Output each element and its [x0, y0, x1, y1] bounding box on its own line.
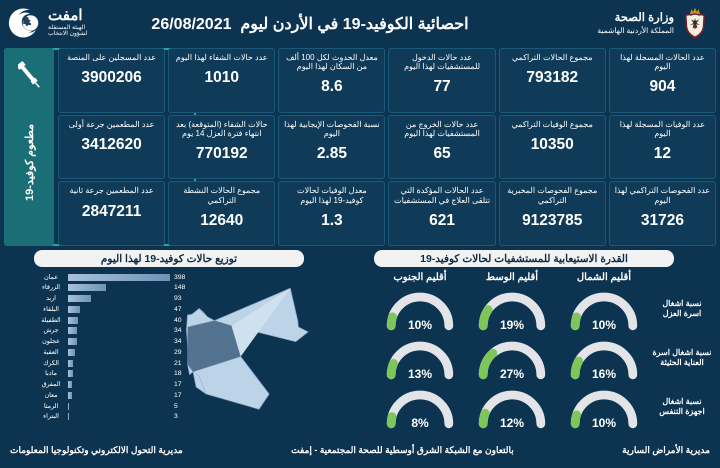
svg-text:19%: 19% [500, 318, 524, 332]
svg-text:10%: 10% [592, 416, 616, 430]
svg-text:27%: 27% [500, 367, 524, 381]
svg-text:10%: 10% [592, 318, 616, 332]
svg-text:16%: 16% [592, 367, 616, 381]
svg-text:10%: 10% [408, 318, 432, 332]
svg-text:13%: 13% [408, 367, 432, 381]
svg-text:8%: 8% [411, 416, 429, 430]
svg-text:12%: 12% [500, 416, 524, 430]
